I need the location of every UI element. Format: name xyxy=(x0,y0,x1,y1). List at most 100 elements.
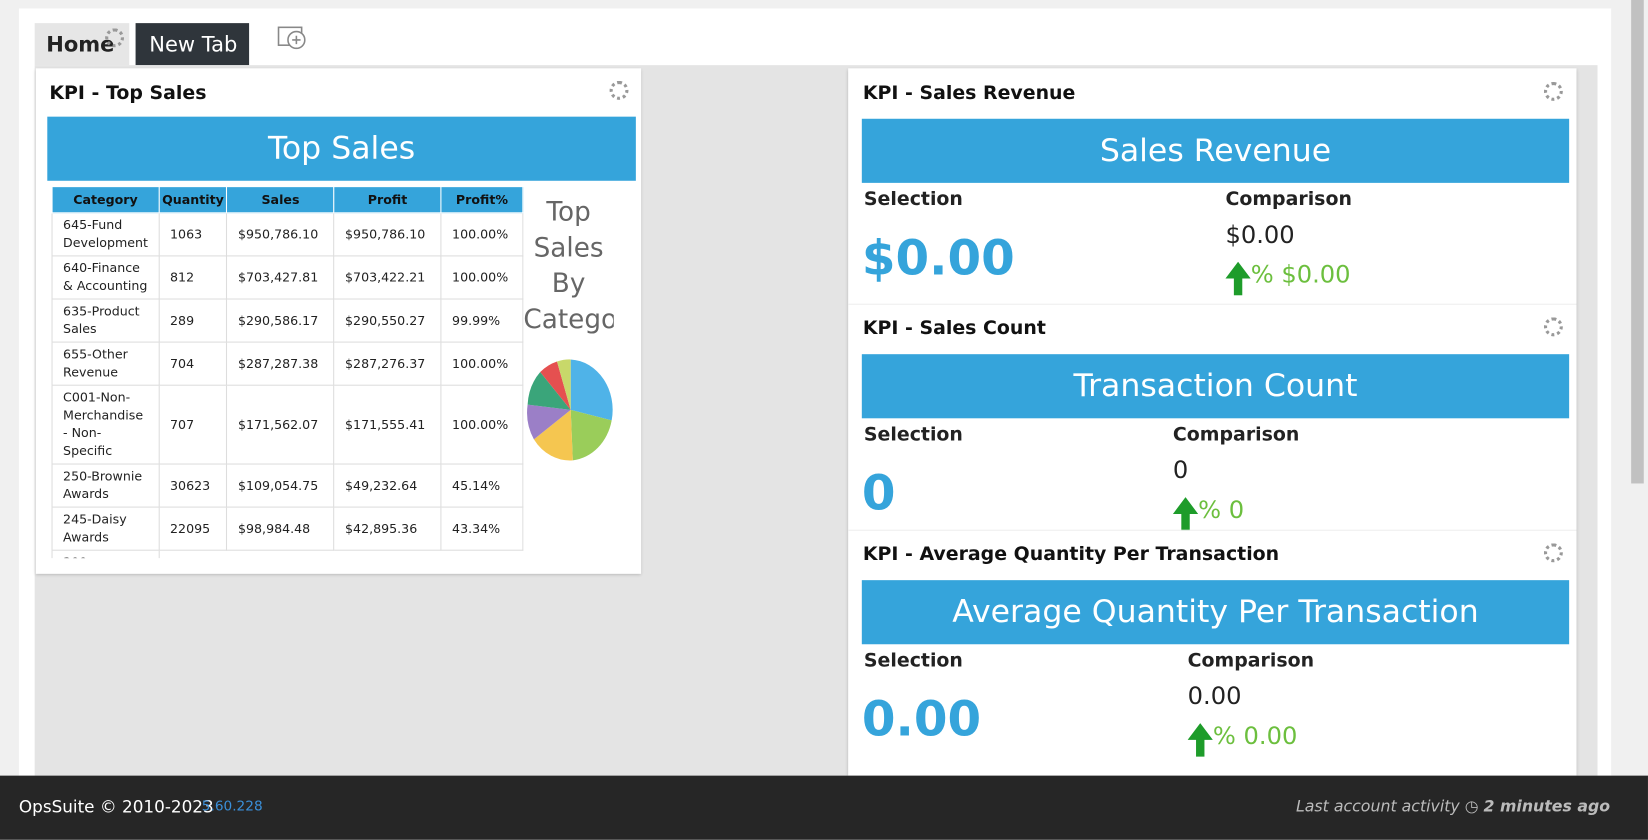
selection-value: 0.00 xyxy=(861,690,982,748)
widget-settings[interactable] xyxy=(1543,317,1563,337)
cell: 99.99% xyxy=(440,298,524,343)
cell: 100.00% xyxy=(440,255,524,300)
cell: 645-Fund Development xyxy=(51,212,160,257)
up-arrow xyxy=(1225,261,1251,296)
cell: $290,550.27 xyxy=(333,298,442,343)
cell: 640-Finance & Accounting xyxy=(51,255,160,300)
change-value: % 0 xyxy=(1198,497,1245,525)
table-row: 250-Brownie Awards 30623 $109,054.75 $49,23… xyxy=(51,463,524,508)
activity: Last account activity ◷ 2 minutes ago xyxy=(1295,796,1611,816)
cell: 100.00% xyxy=(440,384,524,465)
comparison-label: Comparison xyxy=(1172,423,1300,446)
cell: 22095 xyxy=(158,506,228,551)
cell: 43.34% xyxy=(440,506,524,551)
cell: $703,422.21 xyxy=(333,255,442,300)
widget-title: KPI - Average Quantity Per Transaction xyxy=(862,543,1280,566)
cell: 289 xyxy=(158,298,228,343)
up-arrow xyxy=(1187,723,1213,757)
widget-title: KPI - Top Sales xyxy=(49,81,207,105)
table: Category Quantity Sales Profit Profit% 645-Fu… xyxy=(51,186,524,559)
cell: C001-Non-Merchandise - Non-Specific xyxy=(51,384,160,465)
change-value: % 0.00 xyxy=(1212,723,1298,751)
cell: 100.00% xyxy=(440,341,524,386)
cell: 704 xyxy=(158,341,228,386)
cell: $287,276.37 xyxy=(333,341,442,386)
cell: $171,555.41 xyxy=(333,384,442,465)
column-header: Profit% xyxy=(440,186,524,214)
up-arrow xyxy=(1172,497,1199,531)
cell: 245-Daisy Awards xyxy=(51,506,160,551)
cell: $49,232.64 xyxy=(333,463,442,508)
selection-label: Selection xyxy=(863,423,963,446)
cell: $287,287.38 xyxy=(226,341,335,386)
cell: $950,786.10 xyxy=(226,212,335,257)
widget-title: KPI - Sales Count xyxy=(862,317,1046,340)
selection-label: Selection xyxy=(863,649,963,672)
cell: $42,895.36 xyxy=(333,506,442,551)
cell: $703,427.81 xyxy=(226,255,335,300)
widget-settings[interactable] xyxy=(1543,81,1563,101)
copyright: OpsSuite © 2010-2023 xyxy=(18,796,214,817)
tab-settings[interactable] xyxy=(105,28,125,48)
banner: Transaction Count xyxy=(861,354,1570,419)
change-value: % $0.00 xyxy=(1250,261,1351,290)
version[interactable]: 5.60.228 xyxy=(201,798,263,815)
table-row: 300- xyxy=(51,549,523,559)
banner: Average Quantity Per Transaction xyxy=(861,580,1570,645)
column-header: Quantity xyxy=(158,186,228,214)
selection-value: 0 xyxy=(861,464,896,522)
widget-settings[interactable] xyxy=(1543,543,1563,563)
separator xyxy=(848,529,1577,531)
table-row: 640-Finance & Accounting 812 $703,427.81 $7… xyxy=(51,255,524,300)
tab-new[interactable]: New Tab xyxy=(135,23,250,66)
cell: 100.00% xyxy=(440,212,524,257)
add-tab-icon[interactable] xyxy=(276,25,310,52)
table-row: 635-Product Sales 289 $290,586.17 $290,550.… xyxy=(51,298,524,343)
widget-kpis xyxy=(848,68,1577,776)
cell: $290,586.17 xyxy=(226,298,335,343)
banner: Top Sales xyxy=(47,116,636,181)
footer: OpsSuite © 2010-2023 5.60.228 Last accou… xyxy=(0,775,1648,840)
cell: 300- xyxy=(51,549,160,559)
widget-settings[interactable] xyxy=(609,80,629,100)
cell: 812 xyxy=(158,255,228,300)
cell: 30623 xyxy=(158,463,228,508)
cell: 1063 xyxy=(158,212,228,257)
comparison-value: $0.00 xyxy=(1225,221,1295,250)
cell: 635-Product Sales xyxy=(51,298,160,343)
column-header: Profit xyxy=(333,186,442,214)
column-header: Sales xyxy=(226,186,335,214)
activity-label: Last account activity xyxy=(1295,796,1460,816)
table-container: Category Quantity Sales Profit Profit% 645-Fu… xyxy=(51,186,524,559)
scrollbar[interactable] xyxy=(1626,0,1648,776)
comparison-label: Comparison xyxy=(1187,649,1315,672)
selection-label: Selection xyxy=(863,188,963,211)
cell: $98,984.48 xyxy=(226,506,335,551)
banner: Sales Revenue xyxy=(861,118,1570,183)
cell: 45.14% xyxy=(440,463,524,508)
pie-chart xyxy=(527,359,613,461)
pie-title: Top Sales By Category xyxy=(523,196,613,335)
activity-time: 2 minutes ago xyxy=(1483,796,1611,816)
cell: 655-Other Revenue xyxy=(51,341,160,386)
selection-value: $0.00 xyxy=(861,229,1015,286)
table-row: 645-Fund Development 1063 $950,786.10 $950,… xyxy=(51,212,524,257)
cell: 250-Brownie Awards xyxy=(51,463,160,508)
table-row: 245-Daisy Awards 22095 $98,984.48 $42,895.3… xyxy=(51,506,524,551)
widget-title: KPI - Sales Revenue xyxy=(862,81,1076,105)
separator xyxy=(848,303,1577,305)
widget-top-sales: KPI - Top Sales Top Sales Category Quanti… xyxy=(35,68,642,574)
comparison-value: 0 xyxy=(1172,457,1189,485)
comparison-label: Comparison xyxy=(1225,188,1352,211)
table-row: 655-Other Revenue 704 $287,287.38 $287,276.… xyxy=(51,341,524,386)
cell: 707 xyxy=(158,384,228,465)
comparison-value: 0.00 xyxy=(1187,683,1242,711)
table-row: C001-Non-Merchandise - Non-Specific 707 $1… xyxy=(51,384,524,465)
cell: $171,562.07 xyxy=(226,384,335,465)
cell: $950,786.10 xyxy=(333,212,442,257)
cell: $109,054.75 xyxy=(226,463,335,508)
header-row: Category Quantity Sales Profit Profit% xyxy=(51,186,524,214)
scroll-thumb[interactable] xyxy=(1631,0,1644,484)
